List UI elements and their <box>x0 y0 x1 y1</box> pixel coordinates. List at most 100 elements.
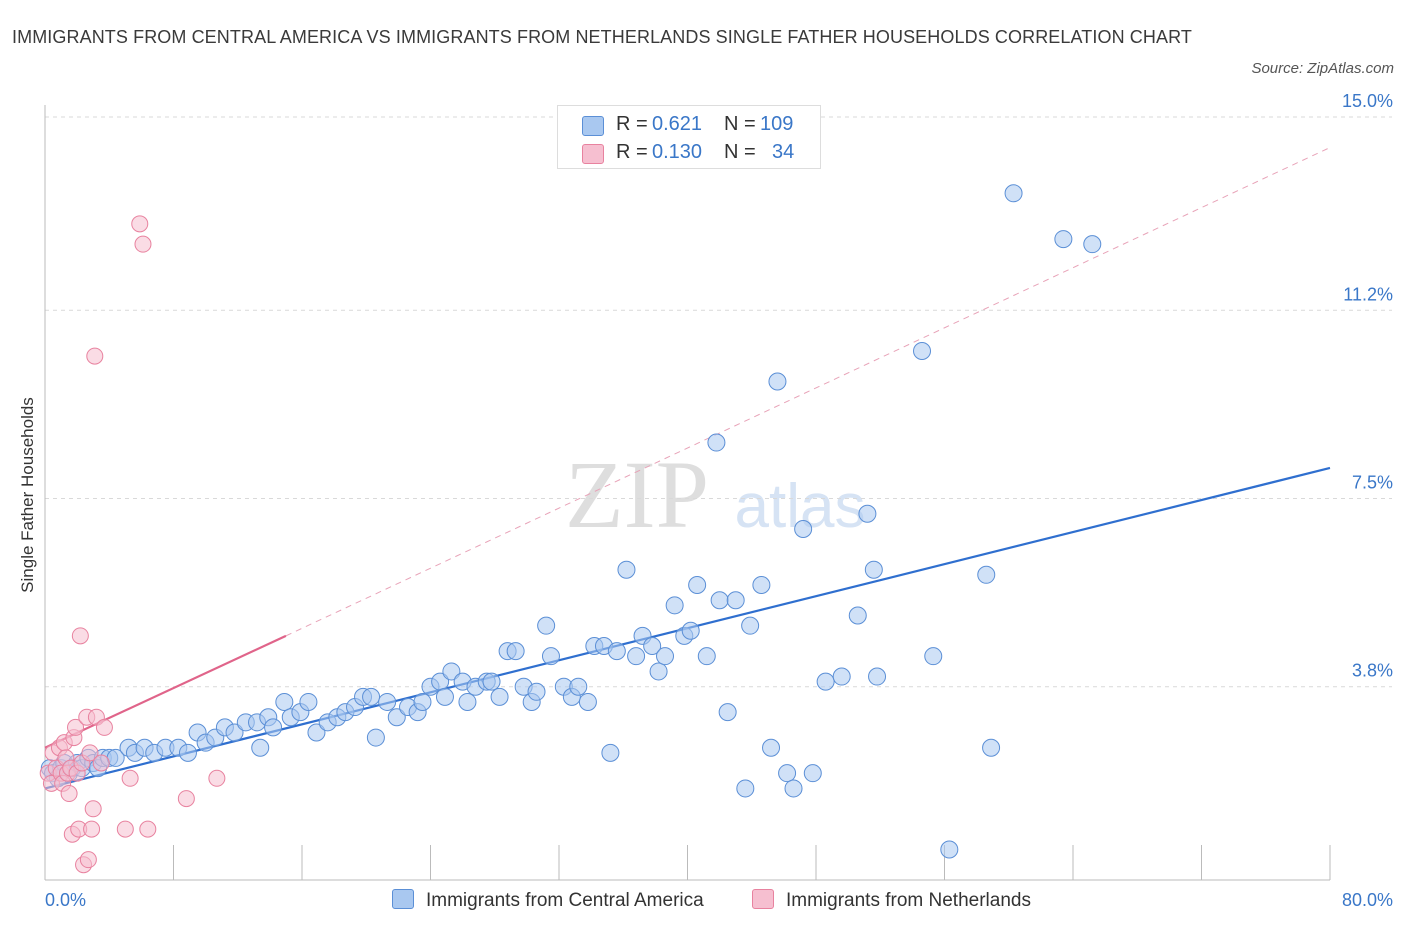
point-central-america <box>607 642 626 661</box>
bottom-legend-netherlands: Immigrants from Netherlands <box>752 889 1031 912</box>
point-central-america <box>665 596 684 615</box>
point-central-america <box>643 637 662 656</box>
legend-swatch-pink <box>582 144 604 164</box>
point-central-america <box>816 672 835 691</box>
point-central-america <box>251 738 270 757</box>
point-central-america <box>1054 230 1073 249</box>
point-netherlands <box>95 718 113 736</box>
point-central-america <box>541 647 560 666</box>
point-central-america <box>752 575 771 594</box>
point-netherlands <box>71 627 89 645</box>
bottom-legend-swatch-blue <box>392 889 414 909</box>
x-tick-label-min: 0.0% <box>45 890 87 910</box>
point-central-america <box>848 606 867 625</box>
legend-swatch-blue <box>582 116 604 136</box>
point-central-america <box>569 677 588 696</box>
point-central-america <box>366 728 385 747</box>
series-central-america-points <box>40 184 1102 859</box>
point-central-america <box>527 682 546 701</box>
y-tick-label: 7.5% <box>1352 473 1393 493</box>
point-central-america <box>736 779 755 798</box>
point-central-america <box>778 764 797 783</box>
point-central-america <box>362 687 381 706</box>
source-credit: Source: ZipAtlas.com <box>1251 60 1394 77</box>
point-netherlands <box>84 800 102 818</box>
bottom-legend-swatch-pink <box>752 889 774 909</box>
point-central-america <box>688 575 707 594</box>
bottom-legend-central-america: Immigrants from Central America <box>392 889 704 912</box>
point-central-america <box>707 433 726 452</box>
point-central-america <box>977 565 996 584</box>
point-netherlands <box>177 790 195 808</box>
bottom-legend-label: Immigrants from Netherlands <box>786 890 1031 911</box>
legend-n-label: N = <box>724 141 756 163</box>
point-netherlands <box>134 235 152 253</box>
point-netherlands <box>79 851 97 869</box>
axes <box>44 105 1331 881</box>
chart-title: IMMIGRANTS FROM CENTRAL AMERICA VS IMMIG… <box>12 27 1192 47</box>
y-tick-label: 3.8% <box>1352 661 1393 681</box>
point-central-america <box>940 840 959 859</box>
point-central-america <box>913 341 932 360</box>
point-central-america <box>627 647 646 666</box>
correlation-legend: R = 0.621 N = 109 R = 0.130 N = 34 <box>557 105 821 169</box>
point-central-america <box>537 616 556 635</box>
legend-r-value: 0.621 <box>652 113 703 135</box>
trend-extension-netherlands <box>285 147 1331 637</box>
point-netherlands <box>92 754 110 772</box>
point-central-america <box>307 723 326 742</box>
point-central-america <box>617 560 636 579</box>
point-central-america <box>413 692 432 711</box>
y-tick-label: 15.0% <box>1342 91 1393 111</box>
point-central-america <box>794 520 813 539</box>
series-netherlands-points <box>39 215 226 874</box>
point-central-america <box>710 591 729 610</box>
legend-n-label: N = <box>724 113 756 135</box>
point-central-america <box>275 692 294 711</box>
legend-n-value: 34 <box>772 141 795 163</box>
point-netherlands <box>131 215 149 233</box>
point-central-america <box>435 687 454 706</box>
point-central-america <box>506 642 525 661</box>
point-central-america <box>178 743 197 762</box>
watermark: ZIP atlas <box>565 441 865 548</box>
point-central-america <box>1004 184 1023 203</box>
point-central-america <box>803 764 822 783</box>
point-central-america <box>864 560 883 579</box>
point-netherlands <box>116 820 134 838</box>
legend-r-label: R = <box>616 141 648 163</box>
point-netherlands <box>60 785 78 803</box>
point-central-america <box>442 662 461 681</box>
point-central-america <box>482 672 501 691</box>
point-netherlands <box>139 820 157 838</box>
point-central-america <box>1083 235 1102 254</box>
point-central-america <box>681 621 700 640</box>
point-netherlands <box>83 820 101 838</box>
point-netherlands <box>86 347 104 365</box>
y-tick-labels: 3.8% 7.5% 11.2% 15.0% <box>1342 91 1393 681</box>
point-central-america <box>718 703 737 722</box>
point-central-america <box>378 692 397 711</box>
point-central-america <box>832 667 851 686</box>
point-central-america <box>264 718 283 737</box>
point-central-america <box>726 591 745 610</box>
point-central-america <box>762 738 781 757</box>
point-central-america <box>225 723 244 742</box>
point-central-america <box>649 662 668 681</box>
y-tick-label: 11.2% <box>1343 284 1393 304</box>
watermark-zip: ZIP <box>565 441 709 548</box>
point-central-america <box>982 738 1001 757</box>
point-central-america <box>490 687 509 706</box>
legend-n-value: 109 <box>760 113 794 135</box>
point-netherlands <box>208 769 226 787</box>
point-central-america <box>601 743 620 762</box>
point-central-america <box>741 616 760 635</box>
point-central-america <box>784 779 803 798</box>
point-netherlands <box>121 769 139 787</box>
point-central-america <box>924 647 943 666</box>
point-central-america <box>697 647 716 666</box>
point-central-america <box>768 372 787 391</box>
x-tick-label-max: 80.0% <box>1341 890 1393 910</box>
point-central-america <box>387 708 406 727</box>
